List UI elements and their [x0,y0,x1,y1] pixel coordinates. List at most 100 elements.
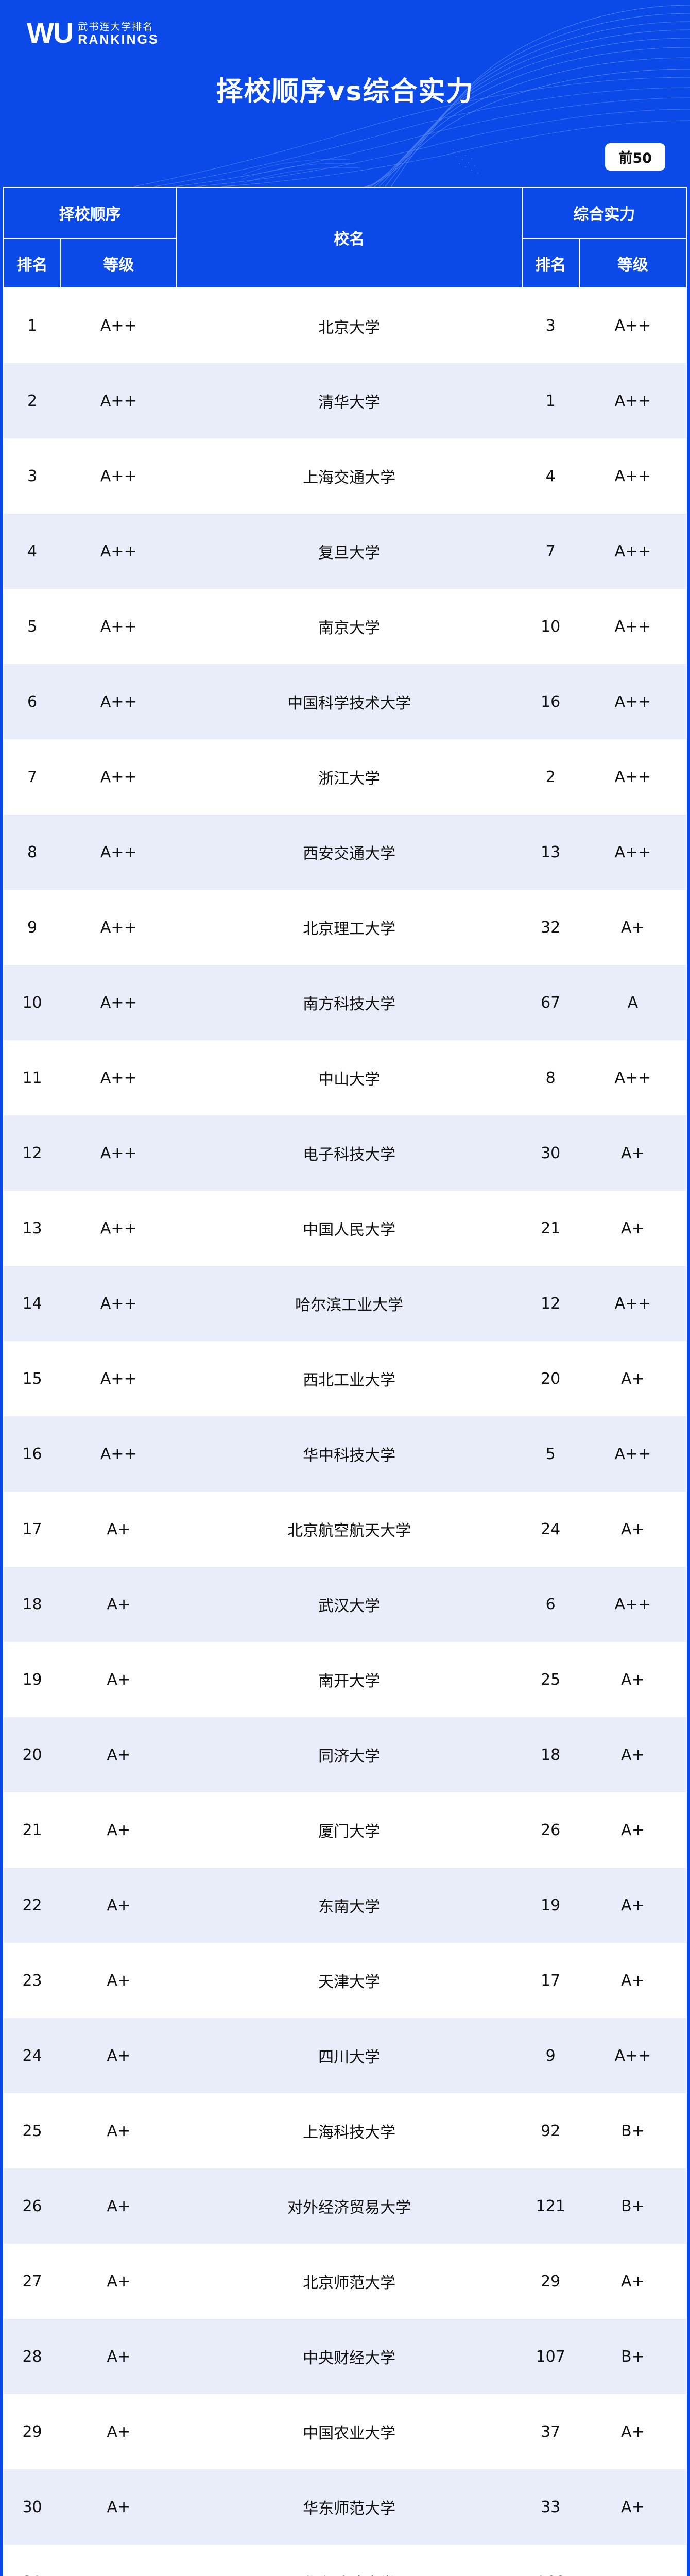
cell-selection-rank: 9 [4,890,61,965]
table-row[interactable]: 21 A+ 厦门大学 26 A+ [4,1792,686,1868]
cell-selection-rank: 19 [4,1642,61,1717]
cell-selection-grade: A++ [61,739,177,815]
cell-selection-rank: 23 [4,1943,61,2018]
cell-overall-rank: 33 [522,2469,579,2545]
table-row[interactable]: 31A+华东政法大学168B [4,2545,686,2576]
cell-overall-grade: B+ [579,2168,686,2244]
table-row[interactable]: 10 A++ 南方科技大学 67 A [4,965,686,1040]
table-row[interactable]: 2 A++ 清华大学 1 A++ [4,363,686,438]
table-row[interactable]: 18 A+ 武汉大学 6 A++ [4,1567,686,1642]
cell-overall-rank: 5 [522,1416,579,1492]
cell-selection-grade: A++ [61,664,177,739]
cell-selection-grade: A+ [61,1717,177,1792]
table-row[interactable]: 17 A+ 北京航空航天大学 24 A+ [4,1492,686,1567]
cell-school-name: 同济大学 [176,1717,522,1792]
sub-header-right-grade: 等级 [578,238,687,289]
cell-school-name: 北京航空航天大学 [176,1492,522,1567]
table-row[interactable]: 20 A+ 同济大学 18 A+ [4,1717,686,1792]
table-row[interactable]: 7 A++ 浙江大学 2 A++ [4,739,686,815]
logo-chinese-name: 武书连大学排名 [78,21,154,33]
cell-school-name: 对外经济贸易大学 [176,2168,522,2244]
table-row[interactable]: 3 A++ 上海交通大学 4 A++ [4,438,686,514]
table-row[interactable]: 12 A++ 电子科技大学 30 A+ [4,1115,686,1191]
table-row[interactable]: 11 A++ 中山大学 8 A++ [4,1040,686,1115]
cell-school-name: 西北工业大学 [176,1341,522,1416]
cell-overall-rank: 16 [522,664,579,739]
cell-selection-grade: A++ [61,1266,177,1341]
table-row[interactable]: 14 A++ 哈尔滨工业大学 12 A++ [4,1266,686,1341]
cell-selection-rank: 4 [4,514,61,589]
cell-selection-grade: A++ [61,589,177,664]
cell-overall-rank: 26 [522,1792,579,1868]
table-row[interactable]: 6 A++ 中国科学技术大学 16 A++ [4,664,686,739]
cell-overall-rank: 168 [522,2545,579,2576]
cell-selection-rank: 5 [4,589,61,664]
cell-selection-grade: A++ [61,965,177,1040]
cell-school-name: 天津大学 [176,1943,522,2018]
cell-school-name: 武汉大学 [176,1567,522,1642]
sub-header-left-grade: 等级 [60,238,177,289]
cell-selection-rank: 26 [4,2168,61,2244]
cell-school-name: 哈尔滨工业大学 [176,1266,522,1341]
cell-selection-rank: 11 [4,1040,61,1115]
cell-overall-rank: 2 [522,739,579,815]
cell-overall-grade: A+ [579,1191,686,1266]
cell-overall-rank: 20 [522,1341,579,1416]
cell-selection-rank: 18 [4,1567,61,1642]
table-body: 1 A++ 北京大学 3 A++ 2 A++ 清华大学 1 A++ 3 A++ 上海交通大学 4 A++ 4 A… [4,288,686,2576]
cell-overall-rank: 3 [522,288,579,363]
ranking-table-wrapper: 择校顺序 校名 综合实力 排名 等级 排名 等级 1 A++ 北京大学 3 A++ 2 A+… [0,187,690,2576]
cell-overall-grade: A+ [579,1868,686,1943]
cell-overall-grade: B+ [579,2093,686,2168]
table-row[interactable]: 24 A+ 四川大学 9 A++ [4,2018,686,2093]
table-row[interactable]: 15 A++ 西北工业大学 20 A+ [4,1341,686,1416]
cell-selection-grade: A+ [61,2018,177,2093]
cell-selection-grade: A++ [61,890,177,965]
cell-overall-grade: A++ [579,2018,686,2093]
table-row[interactable]: 5 A++ 南京大学 10 A++ [4,589,686,664]
cell-overall-rank: 7 [522,514,579,589]
table-row[interactable]: 22 A+ 东南大学 19 A+ [4,1868,686,1943]
cell-school-name: 西安交通大学 [176,815,522,890]
cell-selection-grade: A+ [61,1492,177,1567]
table-row[interactable]: 19 A+ 南开大学 25 A+ [4,1642,686,1717]
table-row[interactable]: 1 A++ 北京大学 3 A++ [4,288,686,363]
table-row[interactable]: 23 A+ 天津大学 17 A+ [4,1943,686,2018]
table-row[interactable]: 13 A++ 中国人民大学 21 A+ [4,1191,686,1266]
brand-logo: WU 武书连大学排名 RANKINGS [27,19,159,47]
table-row[interactable]: 4 A++ 复旦大学 7 A++ [4,514,686,589]
table-row[interactable]: 27 A+ 北京师范大学 29 A+ [4,2244,686,2319]
cell-overall-rank: 24 [522,1492,579,1567]
logo-english-name: RANKINGS [78,32,159,47]
cell-selection-grade: A++ [61,1115,177,1191]
cell-selection-rank: 25 [4,2093,61,2168]
cell-school-name: 中山大学 [176,1040,522,1115]
table-row[interactable]: 30 A+ 华东师范大学 33 A+ [4,2469,686,2545]
cell-school-name: 清华大学 [176,363,522,438]
table-row[interactable]: 28 A+ 中央财经大学 107 B+ [4,2319,686,2394]
table-row[interactable]: 16 A++ 华中科技大学 5 A++ [4,1416,686,1492]
cell-school-name: 北京师范大学 [176,2244,522,2319]
cell-selection-rank: 3 [4,438,61,514]
table-sub-header-row: 排名 等级 排名 等级 [3,238,687,289]
cell-overall-rank: 67 [522,965,579,1040]
cell-selection-rank: 17 [4,1492,61,1567]
table-row[interactable]: 8 A++ 西安交通大学 13 A++ [4,815,686,890]
cell-overall-rank: 8 [522,1040,579,1115]
group-header-school-name: 校名 [176,187,523,289]
cell-overall-grade: A++ [579,815,686,890]
table-row[interactable]: 9 A++ 北京理工大学 32 A+ [4,890,686,965]
cell-overall-grade: A++ [579,664,686,739]
table-row[interactable]: 29 A+ 中国农业大学 37 A+ [4,2394,686,2469]
table-group-header-row: 择校顺序 校名 综合实力 [3,187,687,289]
table-row[interactable]: 25 A+ 上海科技大学 92 B+ [4,2093,686,2168]
cell-school-name: 北京大学 [176,288,522,363]
cell-overall-grade: A+ [579,1792,686,1868]
cell-overall-grade: A++ [579,363,686,438]
cell-selection-grade: A+ [61,2093,177,2168]
table-row[interactable]: 26 A+ 对外经济贸易大学 121 B+ [4,2168,686,2244]
status-badge-top50: 前50 [605,143,665,171]
cell-selection-grade: A+ [61,2319,177,2394]
cell-overall-grade: A++ [579,1040,686,1115]
